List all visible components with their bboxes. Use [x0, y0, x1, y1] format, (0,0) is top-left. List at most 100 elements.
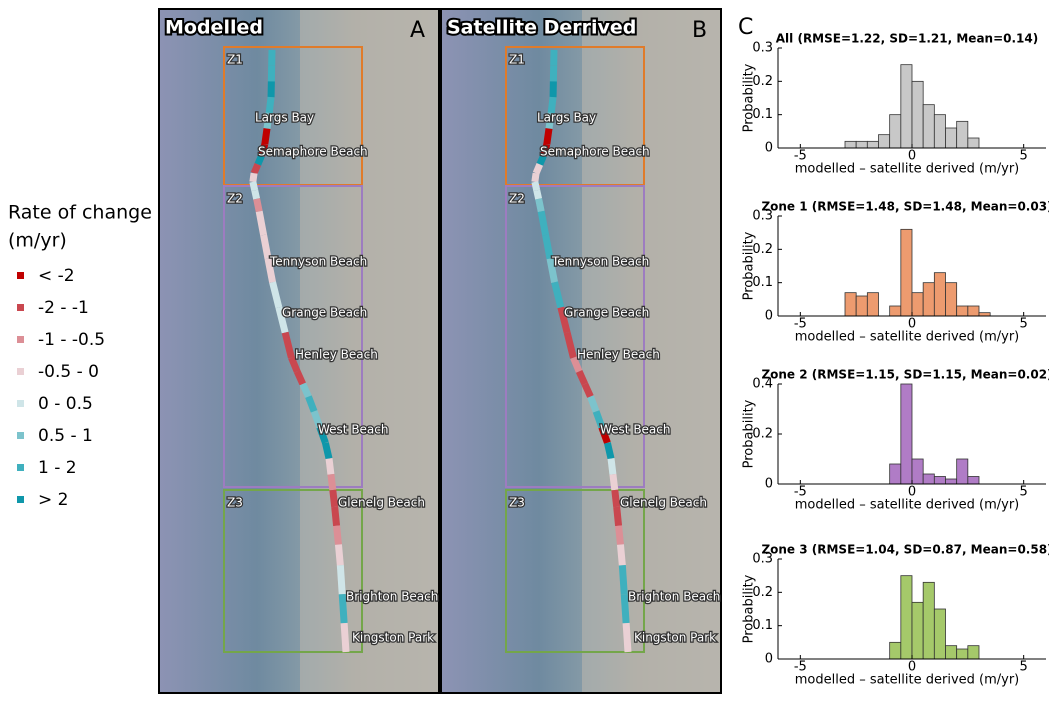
- histograms: All (RMSE=1.22, SD=1.21, Mean=0.14)Proba…: [742, 32, 1049, 688]
- coast-segment: [617, 507, 619, 526]
- place-label: Glenelg Beach: [338, 496, 425, 510]
- legend-title: Rate of change: [8, 202, 152, 224]
- bar: [946, 283, 957, 316]
- map-letter: B: [692, 18, 707, 43]
- coast-segment: [539, 199, 542, 212]
- legend-label: 1 - 2: [38, 458, 77, 478]
- place-label: Henley Beach: [295, 348, 378, 362]
- y-tick-label: 0: [765, 141, 773, 156]
- bar: [912, 293, 923, 316]
- place-label: Kingston Park: [634, 631, 716, 645]
- bar: [957, 121, 968, 148]
- bar: [946, 479, 957, 484]
- coast-segment: [615, 490, 617, 507]
- coast-segment: [338, 545, 340, 566]
- coast-segment: [340, 565, 342, 594]
- chart-title: Zone 3 (RMSE=1.04, SD=0.87, Mean=0.58): [761, 543, 1049, 557]
- x-axis-label: modelled – satellite derived (m/yr): [795, 498, 1020, 513]
- histogram: All (RMSE=1.22, SD=1.21, Mean=0.14)Proba…: [742, 32, 1047, 177]
- coast-segment: [333, 490, 335, 507]
- bar: [912, 602, 923, 659]
- x-tick-label: -5: [794, 660, 807, 675]
- x-tick-label: 0: [908, 149, 916, 164]
- place-label: Grange Beach: [282, 306, 367, 320]
- bar: [923, 283, 934, 316]
- legend-label: -1 - -0.5: [38, 330, 105, 350]
- coast-segment: [620, 545, 622, 566]
- zone-label: Z2: [227, 192, 243, 206]
- bar: [845, 141, 856, 148]
- histogram: Zone 3 (RMSE=1.04, SD=0.87, Mean=0.58)Pr…: [742, 543, 1049, 688]
- chart-title: All (RMSE=1.22, SD=1.21, Mean=0.14): [776, 32, 1038, 46]
- place-label: Brighton Beach: [346, 590, 438, 604]
- x-tick-label: 5: [1020, 485, 1028, 500]
- x-tick-label: 0: [908, 660, 916, 675]
- bar: [934, 115, 945, 148]
- bar: [923, 474, 934, 484]
- coast-segment: [329, 459, 331, 475]
- bar: [912, 459, 923, 484]
- y-tick-label: 0.3: [752, 41, 773, 56]
- coast-segment: [613, 474, 615, 490]
- map-letter: A: [410, 18, 425, 43]
- zone-label: Z1: [227, 53, 243, 67]
- place-label: Tennyson Beach: [269, 255, 367, 269]
- bar: [923, 105, 934, 148]
- bar: [912, 81, 923, 148]
- place-label: Henley Beach: [577, 348, 660, 362]
- map-title: Modelled: [165, 17, 263, 39]
- bar: [968, 306, 979, 316]
- coast-segment: [611, 459, 613, 475]
- bar: [845, 293, 856, 316]
- bar: [934, 609, 945, 659]
- place-label: Tennyson Beach: [551, 255, 649, 269]
- y-tick-label: 0.1: [752, 275, 773, 290]
- bar: [968, 646, 979, 659]
- coast-segment: [344, 623, 346, 652]
- x-axis-label: modelled – satellite derived (m/yr): [795, 162, 1020, 177]
- bar: [890, 464, 901, 484]
- y-tick-label: 0.2: [752, 427, 773, 442]
- bar: [890, 306, 901, 316]
- bar: [946, 646, 957, 659]
- place-label: Kingston Park: [352, 631, 434, 645]
- coast-segment: [331, 474, 333, 490]
- coast-segment: [335, 507, 337, 526]
- coast-segment: [624, 594, 626, 623]
- x-axis-label: modelled – satellite derived (m/yr): [795, 673, 1020, 688]
- bar: [901, 384, 912, 484]
- place-label: Semaphore Beach: [540, 145, 650, 159]
- y-tick-label: 0.1: [752, 107, 773, 122]
- y-tick-label: 0.2: [752, 585, 773, 600]
- zone-label: Z3: [509, 496, 525, 510]
- bar: [934, 273, 945, 316]
- coast-segment: [537, 190, 539, 198]
- y-tick-label: 0: [765, 309, 773, 324]
- legend-swatch: [17, 464, 24, 471]
- coast-segment: [254, 164, 258, 173]
- coast-segment: [337, 526, 339, 545]
- panel-letter: C: [738, 15, 753, 40]
- y-tick-label: 0: [765, 477, 773, 492]
- y-tick-label: 0.2: [752, 242, 773, 257]
- coast-segment: [541, 211, 545, 235]
- x-tick-label: 5: [1020, 317, 1028, 332]
- legend-label: > 2: [38, 490, 68, 510]
- x-tick-label: -5: [794, 317, 807, 332]
- zone-label: Z3: [227, 496, 243, 510]
- coast-segment: [547, 129, 549, 145]
- histogram: Zone 1 (RMSE=1.48, SD=1.48, Mean=0.03)Pr…: [742, 200, 1049, 345]
- legend-label: -0.5 - 0: [38, 362, 99, 382]
- legend-label: -2 - -1: [38, 298, 89, 318]
- y-tick-label: 0.3: [752, 552, 773, 567]
- legend-units: (m/yr): [8, 230, 67, 252]
- place-label: West Beach: [318, 423, 389, 437]
- histogram: Zone 2 (RMSE=1.15, SD=1.15, Mean=0.02)Pr…: [742, 368, 1049, 513]
- zone-label: Z2: [509, 192, 525, 206]
- x-tick-label: 5: [1020, 149, 1028, 164]
- bar: [901, 65, 912, 148]
- bar: [867, 293, 878, 316]
- bar: [968, 138, 979, 148]
